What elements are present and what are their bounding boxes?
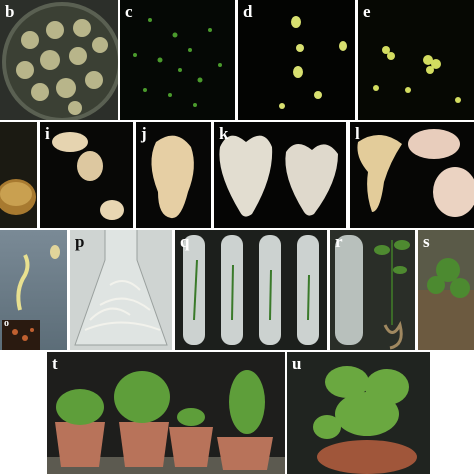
torpedo-embryos [357,129,474,217]
panel-u: u [287,352,430,474]
panel-t: t [47,352,285,474]
panel-c: c [120,0,235,120]
inset-label: o [4,318,9,329]
globular-embryos [373,46,461,103]
petri-dish [2,2,118,120]
panel-label: u [292,354,302,373]
panel-l: l [350,122,474,228]
potted-plants [47,370,285,474]
panel-label: l [355,124,360,143]
panel-label: t [52,354,58,373]
panel-i: i [40,122,133,228]
panel-label: b [5,2,15,21]
globular-embryos [279,16,347,109]
heart-embryos [219,135,338,217]
panel-k: k [214,122,346,228]
panel-e: e [358,0,474,120]
panel-label: p [75,232,85,251]
panel-flask [0,122,37,228]
panel-label: j [141,124,147,143]
panel-label: r [335,232,343,251]
flask-plantlets [74,230,168,346]
panel-j: j [136,122,211,228]
panel-p: p [70,230,172,350]
potted-plant [313,366,417,474]
potted-plant [418,258,474,350]
panel-label: i [45,124,50,143]
panel-label: d [243,2,253,21]
panel-b: b [0,0,118,120]
panel-d: d [238,0,355,120]
panel-label: c [125,2,133,21]
flask [0,179,36,215]
cell-clusters [133,18,222,107]
embryo [151,135,194,219]
panel-q: q [175,230,327,350]
embryos [52,132,124,220]
rooted-plantlet [335,235,410,350]
germinating-embryo [2,245,60,350]
panel-s: s [418,230,474,350]
panel-label: k [219,124,229,143]
panel-label: e [363,2,371,21]
panel-label: s [423,232,430,251]
panel-label: q [180,232,190,251]
test-tubes [183,235,319,345]
panel-r: r [330,230,415,350]
panel-germination: o [0,230,67,350]
